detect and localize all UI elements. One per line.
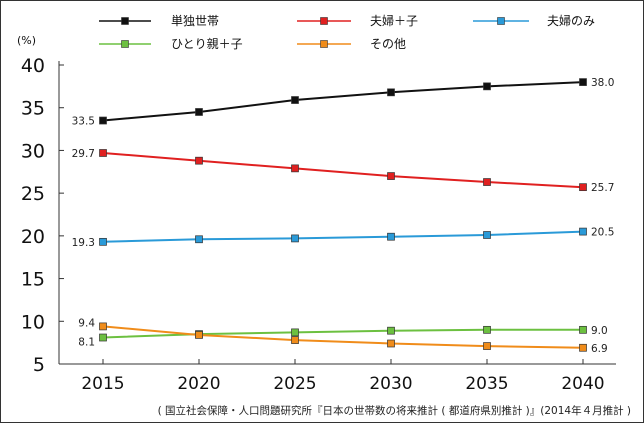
legend-marker bbox=[497, 17, 505, 25]
data-point bbox=[291, 164, 299, 173]
y-tick-label: 40 bbox=[21, 55, 45, 77]
data-point bbox=[387, 88, 395, 97]
axes bbox=[58, 61, 616, 365]
data-point bbox=[483, 342, 491, 350]
data-point bbox=[483, 178, 491, 186]
y-tick-label: 30 bbox=[21, 140, 45, 162]
data-point bbox=[483, 325, 491, 334]
data-point bbox=[99, 322, 107, 331]
legend-label: 夫婦＋子 bbox=[370, 13, 418, 28]
data-point bbox=[387, 232, 395, 241]
y-tick-label: 35 bbox=[21, 98, 45, 120]
data-point bbox=[99, 116, 107, 125]
data-label-first: 8.1 bbox=[78, 337, 95, 349]
x-tick-label: 2020 bbox=[177, 374, 220, 394]
data-labels: 33.5 38.0 29.7 25.7 19.3 20.5 8.1 9.0 9.4 6.9 bbox=[72, 77, 615, 355]
y-tick-label: 25 bbox=[21, 183, 45, 205]
series-group bbox=[99, 78, 587, 352]
series-line bbox=[102, 81, 584, 122]
x-axis-ticks: 2015 2020 2025 2030 2035 2040 bbox=[81, 359, 605, 394]
data-point bbox=[387, 172, 395, 180]
data-point bbox=[483, 231, 491, 239]
x-tick-label: 2040 bbox=[561, 374, 604, 394]
y-tick-label: 15 bbox=[21, 269, 45, 291]
series-line bbox=[102, 152, 584, 189]
data-point bbox=[483, 82, 491, 91]
y-axis-ticks: 5 10 15 20 25 30 35 40 bbox=[21, 55, 64, 376]
data-point bbox=[99, 237, 107, 246]
data-point bbox=[195, 108, 203, 116]
data-point bbox=[579, 78, 587, 86]
x-tick-label: 2015 bbox=[81, 374, 124, 394]
y-tick-label: 10 bbox=[21, 311, 45, 333]
legend-marker bbox=[320, 40, 328, 48]
data-point bbox=[291, 96, 299, 104]
data-point bbox=[387, 339, 395, 348]
data-point bbox=[579, 227, 587, 236]
data-point bbox=[99, 149, 107, 157]
legend-marker bbox=[121, 40, 129, 48]
legend-label: その他 bbox=[370, 37, 406, 51]
data-point bbox=[195, 156, 203, 165]
data-point bbox=[195, 235, 203, 244]
legend-label: 単独世帯 bbox=[171, 14, 219, 28]
series-line bbox=[102, 325, 584, 349]
data-label-first: 33.5 bbox=[72, 116, 95, 128]
y-axis-unit: (%) bbox=[17, 34, 36, 47]
data-point bbox=[579, 343, 587, 352]
data-point bbox=[99, 333, 107, 342]
legend-label: 夫婦のみ bbox=[547, 13, 595, 28]
legend-label: ひとり親＋子 bbox=[171, 37, 243, 51]
y-tick-label: 20 bbox=[21, 226, 45, 248]
legend-marker bbox=[121, 17, 129, 25]
data-point bbox=[291, 336, 299, 344]
data-label-first: 29.7 bbox=[72, 148, 95, 160]
x-tick-label: 2030 bbox=[369, 374, 412, 394]
data-label-last: 20.5 bbox=[591, 227, 614, 239]
data-point bbox=[291, 234, 299, 243]
x-tick-label: 2035 bbox=[465, 374, 508, 394]
data-label-first: 9.4 bbox=[78, 317, 95, 329]
series-line bbox=[102, 328, 583, 339]
y-tick-label: 5 bbox=[33, 354, 45, 376]
data-point bbox=[195, 331, 203, 339]
data-point bbox=[579, 325, 587, 334]
legend-marker bbox=[320, 17, 328, 25]
source-note: ( 国立社会保障・人口問題研究所『日本の世帯数の将来推計 ( 都道府県別推計 )… bbox=[158, 404, 631, 417]
data-label-last: 25.7 bbox=[591, 182, 614, 194]
x-tick-label: 2025 bbox=[273, 374, 316, 394]
data-point bbox=[579, 183, 587, 192]
data-point bbox=[387, 326, 395, 335]
data-point bbox=[291, 328, 299, 337]
data-label-last: 6.9 bbox=[591, 343, 608, 355]
data-label-last: 38.0 bbox=[591, 77, 614, 89]
series-line bbox=[102, 230, 584, 243]
data-label-last: 9.0 bbox=[591, 325, 608, 337]
data-label-first: 19.3 bbox=[72, 237, 95, 249]
